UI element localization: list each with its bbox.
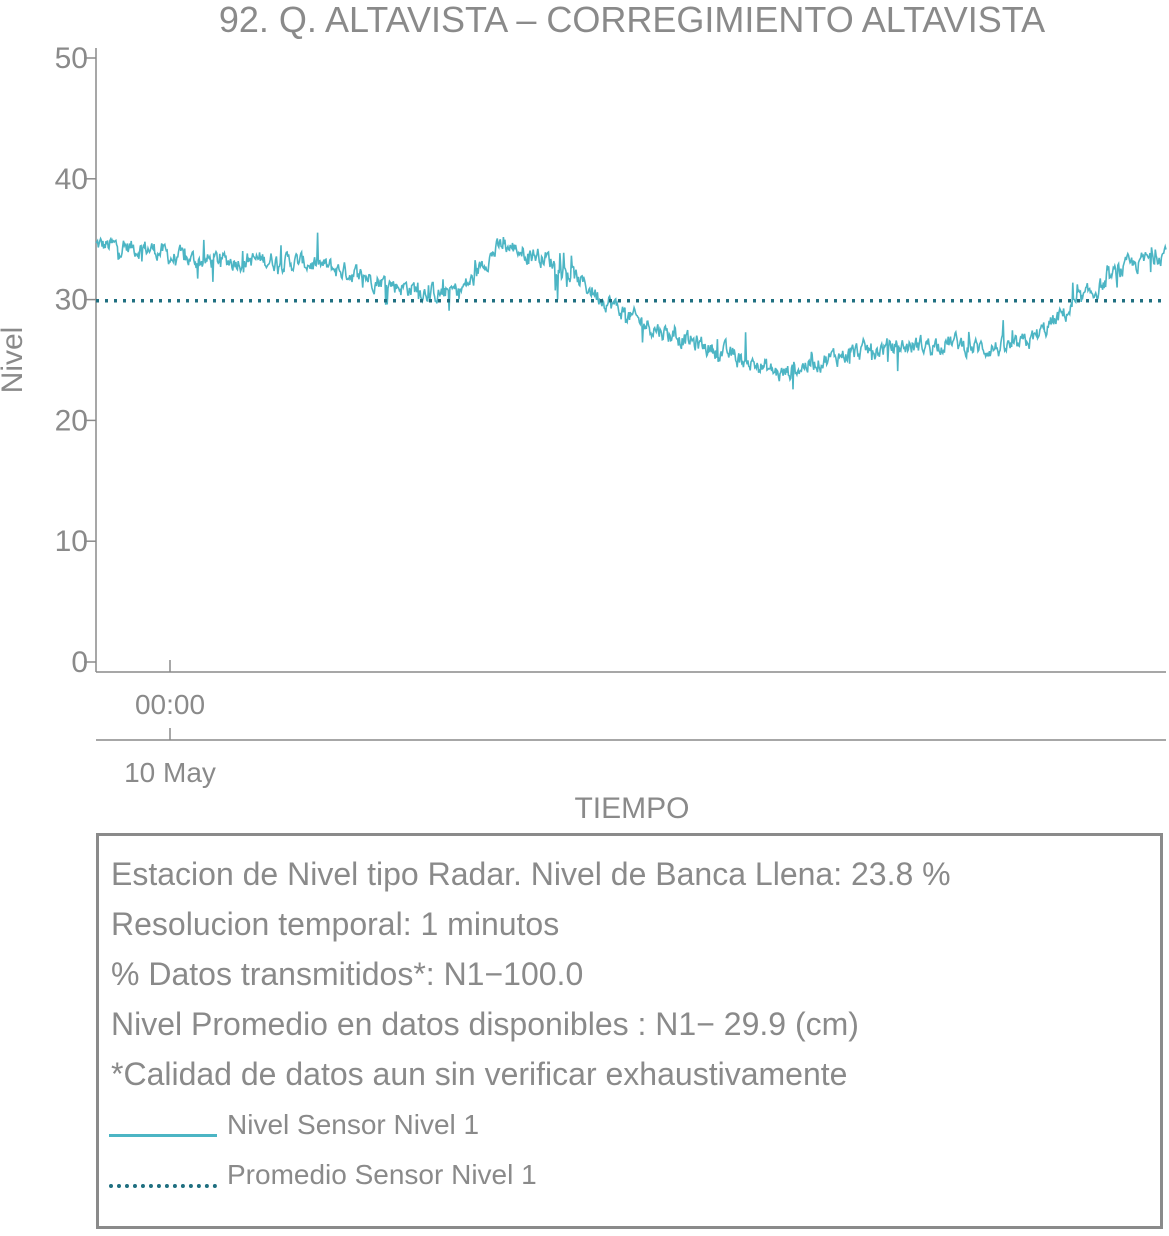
info-station-type: Estacion de Nivel tipo Radar. Nivel de B… [111,856,951,892]
y-tick-label: 50 [55,42,88,75]
legend-dotted-line-swatch [109,1184,217,1188]
series-line-nivel-sensor [95,232,1167,390]
chart: 92. Q. ALTAVISTA – CORREGIMIENTO ALTAVIS… [0,0,1167,825]
y-tick-label: 10 [55,525,88,558]
info-quality-note: *Calidad de datos aun sin verificar exha… [111,1056,848,1092]
info-box: Estacion de Nivel tipo Radar. Nivel de B… [96,833,1163,1229]
y-axis-label: Nivel [0,327,29,394]
legend-item-nivel-sensor: Nivel Sensor Nivel 1 [227,1109,480,1140]
plot-area [95,232,1167,390]
x-tick-label-time: 00:00 [135,689,205,720]
x-axis-label: TIEMPO [574,792,689,825]
y-tick-label: 30 [55,284,88,317]
y-tick-group: 0 10 20 30 40 50 [55,42,96,679]
y-tick-label: 0 [71,646,88,679]
legend-item-promedio-sensor: Promedio Sensor Nivel 1 [227,1159,537,1190]
legend-solid-line-swatch [109,1134,217,1137]
chart-title: 92. Q. ALTAVISTA – CORREGIMIENTO ALTAVIS… [219,0,1045,40]
info-average: Nivel Promedio en datos disponibles : N1… [111,1006,859,1042]
y-tick-label: 20 [55,404,88,437]
info-resolution: Resolucion temporal: 1 minutos [111,906,560,942]
y-tick-label: 40 [55,163,88,196]
x-tick-label-date: 10 May [124,757,216,788]
info-transmitted: % Datos transmitidos*: N1−100.0 [111,956,584,992]
